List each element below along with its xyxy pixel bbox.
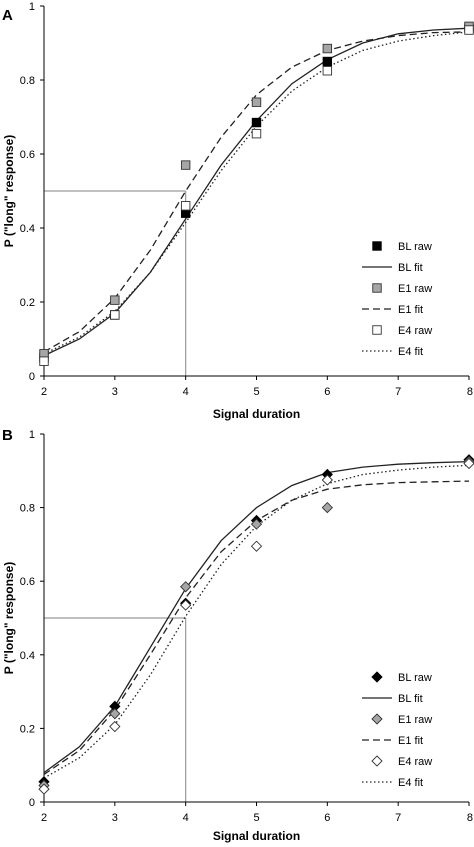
x-tick-label: 2 <box>41 386 47 398</box>
y-axis-title: P ("long" response) <box>2 135 16 248</box>
y-tick-label: 1 <box>29 429 35 441</box>
x-tick-label: 8 <box>467 812 473 824</box>
legend-label: E4 fit <box>398 346 423 358</box>
legend-symbol-bl-raw <box>372 241 382 251</box>
y-axis-title: P ("long" response) <box>2 562 16 675</box>
legend-label: E1 raw <box>398 714 432 726</box>
data-point-e4-raw <box>180 599 192 611</box>
legend-label: BL fit <box>398 693 423 705</box>
legend-label: E4 fit <box>398 777 423 789</box>
y-tick-label: 0.8 <box>20 75 35 87</box>
data-point-e1-raw <box>251 97 262 107</box>
chart-panel-b: 2 3 4 5 6 7 8 0 0.2 0.4 0.6 0.8 1 B Signal duration P (… <box>2 427 474 843</box>
y-tick-label: 0.4 <box>20 650 35 662</box>
legend-symbol-e1-raw <box>372 283 382 293</box>
data-point-e1-raw <box>321 501 333 514</box>
chart-panel-a: 2 3 4 5 6 7 8 0 0.2 0.4 0.6 0.8 1 A Signal duration P (… <box>2 1 474 421</box>
x-tick-label: 6 <box>324 812 330 824</box>
x-tick-label: 4 <box>183 386 189 398</box>
legend-label: E4 raw <box>398 756 432 768</box>
data-point-e4-raw <box>38 783 50 795</box>
data-point-e1-raw <box>322 43 333 54</box>
series-line-e4-fit <box>43 464 470 779</box>
legend: BL raw BL fit E1 raw E1 fit E4 raw E4 fit <box>362 671 432 789</box>
data-point-bl-raw <box>322 56 333 67</box>
panel-label: B <box>2 427 13 444</box>
legend: BL raw BL fit E1 raw E1 fit E4 raw E4 fit <box>362 241 432 358</box>
panel-label: A <box>2 7 13 24</box>
legend-label: E1 fit <box>398 304 423 316</box>
data-point-e4-raw <box>322 66 333 76</box>
x-tick-label: 8 <box>467 386 473 398</box>
y-tick-label: 1 <box>29 1 35 13</box>
data-point-e4-raw <box>39 356 49 366</box>
y-tick-label: 0.4 <box>20 223 35 235</box>
y-tick-label: 0.8 <box>20 503 35 515</box>
y-tick-label: 0.6 <box>20 576 35 588</box>
x-tick-label: 7 <box>395 386 401 398</box>
legend-label: BL raw <box>398 241 432 253</box>
y-tick-label: 0 <box>29 371 35 383</box>
legend-symbol-bl-raw <box>371 671 383 683</box>
data-point-e4-raw <box>110 310 120 320</box>
data-point-e1-raw <box>180 160 191 170</box>
data-point-e4-raw <box>251 128 262 139</box>
data-point-e4-raw <box>463 457 474 470</box>
legend-label: E4 raw <box>398 325 432 337</box>
x-tick-label: 3 <box>112 812 118 824</box>
legend-label: E1 fit <box>398 735 423 747</box>
data-point-e4-raw <box>250 540 263 552</box>
legend-label: BL raw <box>398 672 432 684</box>
data-point-e1-raw <box>250 518 263 530</box>
y-tick-label: 0.6 <box>20 149 35 161</box>
x-tick-label: 5 <box>253 812 259 824</box>
legend-label: E1 raw <box>398 283 432 295</box>
x-tick-label: 7 <box>395 812 401 824</box>
x-axis-title: Signal duration <box>213 407 300 421</box>
x-tick-label: 4 <box>183 812 189 824</box>
x-tick-label: 5 <box>253 386 259 398</box>
x-axis-title: Signal duration <box>213 829 300 843</box>
data-point-e4-raw <box>180 201 191 211</box>
data-point-e1-raw <box>180 581 192 593</box>
legend-symbol-e4-raw <box>372 325 382 335</box>
data-point-e4-raw <box>464 25 474 35</box>
legend-symbol-e4-raw <box>371 755 383 767</box>
data-point-e1-raw <box>109 708 121 720</box>
x-tick-label: 3 <box>112 386 118 398</box>
data-point-bl-raw <box>251 117 262 128</box>
y-tick-label: 0.2 <box>20 297 35 309</box>
legend-symbol-e1-raw <box>371 713 383 725</box>
data-point-e1-raw <box>110 295 120 305</box>
x-tick-label: 6 <box>324 386 330 398</box>
data-point-e4-raw <box>321 474 333 486</box>
legend-label: BL fit <box>398 262 423 274</box>
y-tick-label: 0.2 <box>20 723 35 735</box>
data-point-e4-raw <box>109 720 121 733</box>
y-tick-label: 0 <box>29 797 35 809</box>
x-tick-label: 2 <box>41 812 47 824</box>
